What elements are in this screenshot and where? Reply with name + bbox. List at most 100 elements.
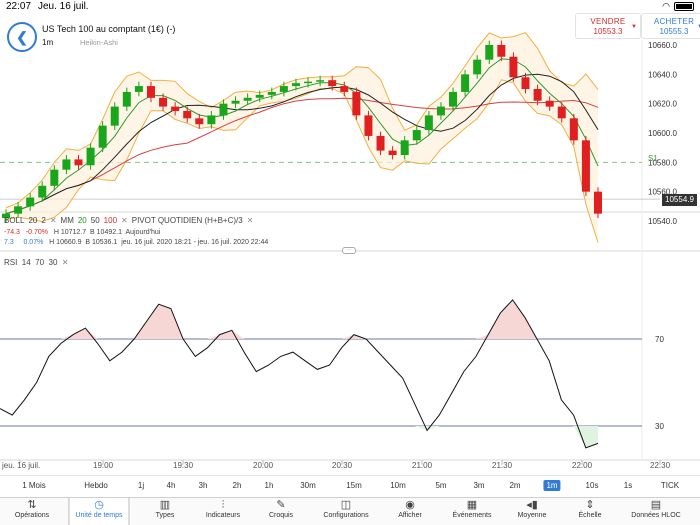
- candle-body: [134, 86, 143, 92]
- timeframe-5m[interactable]: 5m: [435, 481, 447, 490]
- range-low: B 10536.1: [85, 239, 118, 246]
- candle-body: [412, 130, 421, 141]
- toolbar-label: Unité de temps: [75, 512, 123, 519]
- time-axis-label: jeu. 16 juil.: [1, 461, 40, 470]
- timeframe-hebdo[interactable]: Hebdo: [84, 481, 108, 490]
- timeframe-10s[interactable]: 10s: [585, 481, 599, 490]
- buy-price: 10555.3: [659, 27, 689, 36]
- price-axis-tick: 10540.0: [648, 217, 677, 226]
- candle-body: [545, 100, 554, 107]
- remove-mm-icon[interactable]: ✕: [121, 216, 128, 225]
- toolbar-label: Croquis: [268, 512, 294, 519]
- timeframe-30m[interactable]: 30m: [300, 481, 316, 490]
- timeframe-2m[interactable]: 2m: [509, 481, 521, 490]
- rsi-param-3: 30: [48, 258, 58, 267]
- timeframe-3h[interactable]: 3h: [198, 481, 208, 490]
- caret-down-icon: ▼: [631, 24, 637, 30]
- pane-splitter-handle[interactable]: ⋯: [342, 247, 356, 254]
- candle-body: [364, 115, 373, 136]
- timeframe-4h[interactable]: 4h: [166, 481, 176, 490]
- timeframe-10m[interactable]: 10m: [390, 481, 406, 490]
- candle-body: [14, 206, 23, 214]
- time-axis-label: 19:00: [93, 461, 114, 470]
- toolbar-moyenne[interactable]: ◂▮ Moyenne: [518, 498, 547, 525]
- today-change: -74.3: [4, 229, 20, 236]
- indicator-legend: BOLL 20 2 ✕ MM 20 50 100 ✕ PIVOT QUOTIDI…: [4, 216, 253, 225]
- instrument-title: US Tech 100 au comptant (1€) (-): [42, 24, 176, 34]
- candle-body: [98, 125, 107, 148]
- toolbar-echelle[interactable]: ⇕ Échelle: [579, 498, 602, 525]
- remove-pivot-icon[interactable]: ✕: [246, 216, 254, 225]
- candle-body: [436, 106, 445, 116]
- candle-body: [171, 106, 180, 111]
- toolbar-label: Opérations: [14, 512, 50, 519]
- eye-icon: ◉: [405, 499, 415, 511]
- chart-type-label: Heikin-Ashi: [80, 38, 118, 47]
- bollinger-band-fill: [6, 32, 598, 243]
- rsi-legend[interactable]: RSI 14 70 30 ✕: [4, 258, 69, 267]
- toolbar-label: Configurations: [323, 512, 369, 519]
- toolbar-types[interactable]: ▥ Types: [156, 498, 175, 525]
- boll-param-1: 20: [28, 216, 38, 225]
- remove-rsi-icon[interactable]: ✕: [61, 258, 69, 267]
- range-stats: 7.3 0.07% H 10660.9 B 10536.1 jeu. 16 ju…: [4, 239, 268, 246]
- candle-body: [316, 80, 325, 82]
- buy-label: ACHETER: [653, 17, 695, 26]
- timeframe-2h[interactable]: 2h: [232, 481, 242, 490]
- buy-button[interactable]: ACHETER 10555.3 ▼: [641, 13, 700, 39]
- candle-body: [449, 91, 458, 107]
- toolbar-afficher[interactable]: ◉ Afficher: [398, 498, 422, 525]
- remove-boll-icon[interactable]: ✕: [49, 216, 57, 225]
- candle-body: [62, 159, 71, 170]
- calendar-icon: ▦: [466, 499, 478, 511]
- candle-body: [304, 81, 313, 84]
- toolbar-configurations[interactable]: ◫ Configurations: [323, 498, 368, 525]
- timeframe-1s[interactable]: 1s: [623, 481, 633, 490]
- toolbar-evenements[interactable]: ▦ Événements: [453, 498, 492, 525]
- toolbar-indicateurs[interactable]: ⫶ Indicateurs: [206, 498, 240, 525]
- toolbar-unite-de-temps[interactable]: ◷ Unité de temps: [68, 498, 130, 525]
- layout-icon: ◫: [340, 499, 352, 511]
- wifi-icon: ◠: [662, 1, 670, 11]
- toolbar-label: Échelle: [578, 512, 602, 519]
- today-high: H 10712.7: [53, 229, 87, 236]
- back-button[interactable]: ❮: [7, 22, 37, 52]
- timeframe-1-mois[interactable]: 1 Mois: [22, 481, 46, 490]
- timeframe-1h[interactable]: 1h: [264, 481, 274, 490]
- timeframe-3m[interactable]: 3m: [473, 481, 485, 490]
- candle-body: [352, 91, 361, 116]
- price-chart[interactable]: 10660.0 10640.0 10620.0 10600.0 10580.0 10560…: [0, 0, 700, 470]
- timeframe-1j[interactable]: 1j: [137, 481, 145, 490]
- bollinger-upper-line: [5, 32, 599, 209]
- candle-body: [159, 97, 168, 107]
- candle-body: [328, 80, 337, 87]
- time-axis-label: 21:00: [412, 461, 433, 470]
- time-axis-label: 19:30: [173, 461, 194, 470]
- range-label: jeu. 16 juil. 2020 18:21 - jeu. 16 juil.…: [121, 239, 269, 246]
- toolbar-donnees-hloc[interactable]: ▤ Données HLOC: [631, 498, 680, 525]
- chevron-left-icon: ❮: [16, 28, 28, 45]
- range-high: H 10660.9: [49, 239, 82, 246]
- today-pct: -0.70%: [25, 229, 48, 236]
- scale-icon: ⇕: [585, 499, 595, 511]
- candle-body: [461, 74, 470, 92]
- timeframe-1m[interactable]: 1m: [543, 480, 561, 491]
- bollinger-lower-line: [5, 79, 599, 243]
- mm-label[interactable]: MM: [60, 216, 74, 225]
- status-time: 22:07: [6, 1, 32, 12]
- sell-price: 10553.3: [593, 27, 623, 36]
- sell-button[interactable]: VENDRE 10553.3 ▼: [575, 13, 641, 39]
- timeframe-15m[interactable]: 15m: [346, 481, 362, 490]
- pivot-label[interactable]: PIVOT QUOTIDIEN (H+B+C)/3: [131, 216, 243, 225]
- candle-body: [146, 86, 155, 98]
- candle-body: [2, 213, 10, 219]
- indicator-icon: ⫶: [221, 499, 225, 511]
- toolbar-operations[interactable]: ⇅ Opérations: [15, 498, 49, 525]
- timeframe-tick[interactable]: TICK: [660, 481, 680, 490]
- boll-label[interactable]: BOLL: [4, 216, 25, 225]
- today-label: Aujourd'hui: [125, 229, 161, 236]
- range-change: 7.3: [4, 239, 14, 246]
- today-low: B 10492.1: [90, 229, 122, 236]
- candle-body: [279, 86, 288, 92]
- toolbar-croquis[interactable]: ✎ Croquis: [269, 498, 293, 525]
